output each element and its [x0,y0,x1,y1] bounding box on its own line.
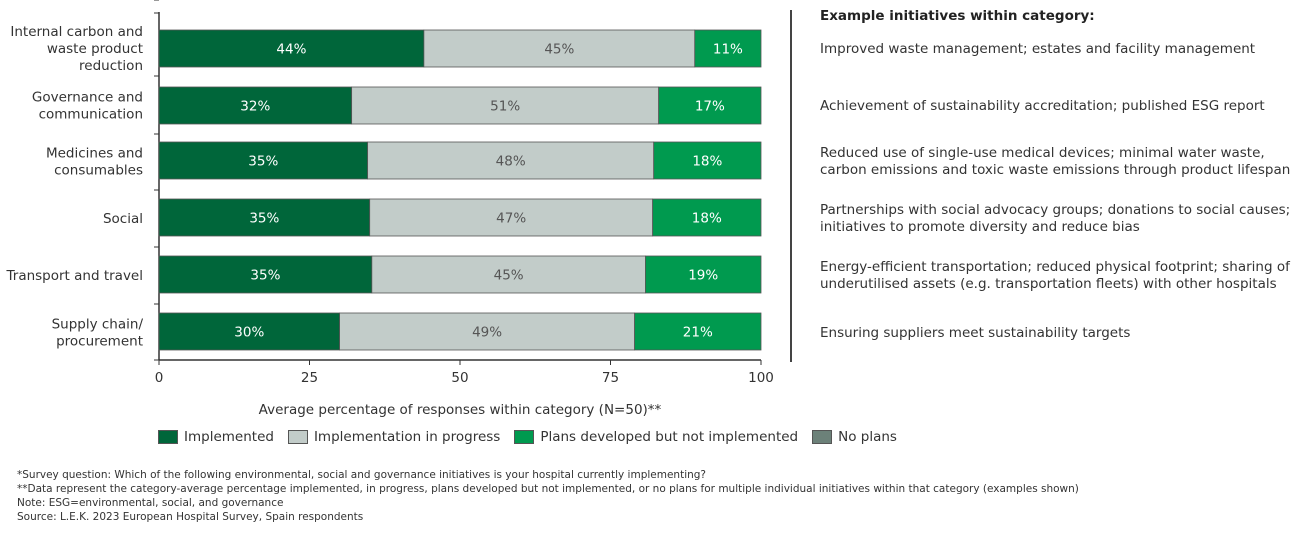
example-line: Ensuring suppliers meet sustainability t… [820,324,1131,341]
category-label: Transport and travel [6,268,144,284]
legend: Implemented Implementation in progress Pla… [158,429,897,445]
bar-segment [634,312,762,351]
bar-segment [158,29,425,68]
bar-segment [694,29,762,68]
bar-segment [371,255,646,294]
data-label: 35% [250,268,280,284]
bar-segment [658,86,762,125]
divider [790,10,792,362]
bar-segment [423,29,696,68]
legend-swatch [287,430,308,444]
legend-item: Implementation in progress [287,429,501,445]
data-label: 51% [490,99,520,115]
x-tick-label: 0 [155,370,164,386]
bar-segment [158,198,371,237]
data-label: 18% [692,154,722,170]
legend-item: Implemented [158,429,274,445]
data-label: 19% [688,268,718,284]
category-label: Governance and [32,90,143,106]
bar-segment [158,312,341,351]
category-label: Internal carbon and [10,24,143,40]
data-label: 18% [692,211,722,227]
example-line: Achievement of sustainability accreditat… [820,97,1265,114]
x-tick-label: 25 [301,370,318,386]
bar-segment [367,141,655,180]
example-line: carbon emissions and toxic waste emissio… [820,162,1291,178]
data-label: 21% [683,325,713,341]
x-tick-label: 100 [748,370,774,386]
legend-swatch [812,430,833,444]
legend-label: Plans developed but not implemented [540,429,799,445]
data-label: 47% [496,211,526,227]
footnote: Source: L.E.K. 2023 European Hospital Su… [17,511,364,523]
example-initiative: Improved waste management; estates and f… [820,41,1300,58]
category-label: consumables [54,163,143,179]
category-label: waste product [47,41,143,57]
data-label: 35% [248,154,278,170]
example-line: Energy-efficient transportation; reduced… [820,259,1290,275]
data-label: 45% [494,268,524,284]
legend-label: No plans [838,429,897,445]
x-axis-label: Average percentage of responses within c… [258,402,662,418]
bar-segment [339,312,635,351]
example-initiative: Partnerships with social advocacy groups… [820,202,1300,236]
bar-segment [158,86,353,125]
legend-label: Implementation in progress [313,429,501,445]
bar-segment [369,198,654,237]
examples-title: Example initiatives within category: [820,8,1095,24]
example-line: Improved waste management; estates and f… [820,40,1256,57]
legend-item: No plans [812,429,897,445]
data-label: 44% [276,42,306,58]
footnote: Note: ESG=environmental, social, and gov… [17,497,284,509]
example-line: Reduced use of single-use medical device… [820,145,1265,161]
category-label: reduction [79,58,143,74]
category-label: Supply chain/ [52,317,144,333]
data-label: 11% [713,42,743,58]
example-initiative: Ensuring suppliers meet sustainability t… [820,325,1300,342]
footnote: **Data represent the category-average pe… [17,483,1079,495]
legend-swatch [514,430,535,444]
legend-swatch [158,430,178,444]
footnotes: *Survey question: Which of the following… [17,468,1079,524]
data-label: 32% [240,99,270,115]
legend-item: Plans developed but not implemented [514,429,798,445]
example-line: Partnerships with social advocacy groups… [820,202,1291,218]
bar-segment [158,141,369,180]
example-initiative: Reduced use of single-use medical device… [820,145,1300,179]
category-label: procurement [56,334,143,350]
category-label: Social [103,211,143,227]
x-tick-label: 50 [451,370,468,386]
data-label: 49% [472,325,502,341]
legend-label: Implemented [184,429,274,445]
bar-segment [652,198,762,237]
bar-segment [645,255,762,294]
data-label: 48% [496,154,526,170]
bar-segment [653,141,762,180]
data-label: 30% [234,325,264,341]
data-label: 45% [544,42,574,58]
example-initiative: Energy-efficient transportation; reduced… [820,259,1300,293]
footnote: *Survey question: Which of the following… [17,469,707,481]
example-initiative: Achievement of sustainability accreditat… [820,98,1300,115]
category-label: communication [39,107,143,123]
data-label: 17% [695,99,725,115]
x-tick-label: 75 [602,370,619,386]
bar-segment [158,255,373,294]
example-line: underutilised assets (e.g. transportatio… [820,276,1277,292]
data-label: 35% [249,211,279,227]
category-label: Medicines and [46,146,143,162]
example-line: initiatives to promote diversity and red… [820,219,1140,235]
